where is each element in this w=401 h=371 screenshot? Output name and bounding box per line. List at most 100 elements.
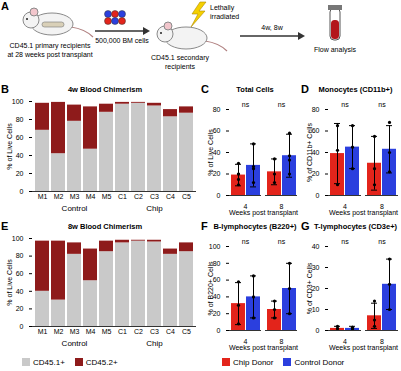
html-text:F: F	[201, 220, 208, 232]
svg-text:80: 80	[16, 252, 24, 259]
svg-text:CD45.1 primary recipients: CD45.1 primary recipients	[10, 42, 91, 50]
svg-text:M3: M3	[70, 193, 80, 200]
svg-text:40: 40	[16, 288, 24, 295]
svg-text:80: 80	[212, 259, 221, 267]
svg-text:C1: C1	[118, 193, 127, 200]
svg-text:M4: M4	[86, 328, 96, 335]
svg-text:M2: M2	[54, 328, 64, 335]
svg-text:30: 30	[311, 263, 320, 271]
html-text:4w Blood Chimerism: 4w Blood Chimerism	[67, 85, 143, 94]
svg-text:% of Live Cells: % of Live Cells	[6, 123, 13, 170]
svg-text:ns: ns	[378, 238, 386, 245]
svg-text:ns: ns	[341, 238, 349, 245]
svg-text:C1: C1	[118, 328, 127, 335]
svg-text:60: 60	[212, 127, 221, 135]
svg-text:C3: C3	[150, 328, 159, 335]
svg-text:irradiated: irradiated	[210, 13, 239, 20]
html-text:Total Cells: Total Cells	[236, 85, 274, 94]
svg-text:0: 0	[217, 192, 221, 199]
svg-text:ns: ns	[278, 101, 286, 108]
svg-text:Chip: Chip	[146, 339, 163, 348]
svg-text:C2: C2	[134, 193, 143, 200]
svg-text:500,000 BM cells: 500,000 BM cells	[95, 37, 149, 44]
svg-text:4w, 8w: 4w, 8w	[261, 24, 283, 31]
html-text:C: C	[201, 83, 209, 95]
html-text:Control Donor: Control Donor	[294, 358, 345, 367]
html-text:Monocytes (CD11b+): Monocytes (CD11b+)	[318, 85, 393, 94]
svg-text:ns: ns	[242, 238, 250, 245]
svg-text:M5: M5	[102, 193, 112, 200]
svg-text:recipients: recipients	[165, 63, 195, 71]
svg-text:Chip: Chip	[146, 204, 163, 213]
svg-text:0: 0	[316, 192, 320, 199]
svg-text:Weeks post transplant: Weeks post transplant	[229, 209, 298, 217]
svg-text:at 28 weeks post transplant: at 28 weeks post transplant	[7, 51, 92, 59]
svg-text:M4: M4	[86, 193, 96, 200]
svg-text:Weeks post transplant: Weeks post transplant	[229, 344, 298, 352]
svg-text:A: A	[1, 0, 9, 12]
svg-text:C2: C2	[134, 328, 143, 335]
svg-text:C5: C5	[182, 193, 191, 200]
svg-text:C4: C4	[166, 328, 175, 335]
svg-text:60: 60	[16, 134, 24, 141]
svg-text:% of B220+ Cells: % of B220+ Cells	[207, 261, 214, 315]
svg-text:M1: M1	[38, 193, 48, 200]
svg-text:M2: M2	[54, 193, 64, 200]
svg-text:0: 0	[20, 323, 24, 330]
svg-text:20: 20	[212, 309, 221, 317]
svg-text:40: 40	[311, 148, 320, 156]
svg-text:CD45.1 secondary: CD45.1 secondary	[151, 54, 209, 62]
svg-text:10: 10	[311, 305, 320, 313]
svg-text:Control: Control	[62, 339, 88, 348]
svg-text:% of Live Cells: % of Live Cells	[207, 129, 214, 176]
svg-text:60: 60	[16, 270, 24, 277]
svg-text:0: 0	[217, 327, 221, 334]
svg-text:Control: Control	[62, 204, 88, 213]
svg-text:20: 20	[212, 170, 221, 178]
html-text:8w Blood Chimerism: 8w Blood Chimerism	[67, 222, 143, 231]
svg-text:ns: ns	[378, 101, 386, 108]
svg-text:M5: M5	[102, 328, 112, 335]
svg-text:40: 40	[212, 293, 221, 301]
svg-text:Weeks post transplant: Weeks post transplant	[329, 209, 398, 217]
html-text:B-lymphocytes (B220+): B-lymphocytes (B220+)	[213, 222, 297, 231]
svg-text:60: 60	[311, 127, 320, 135]
svg-text:M3: M3	[70, 328, 80, 335]
html-text:G T-lymphocytes (CD3e+): G T-lymphocytes (CD3e+)	[301, 220, 398, 232]
svg-text:20: 20	[16, 170, 24, 177]
svg-text:20: 20	[311, 170, 320, 178]
svg-text:Flow analysis: Flow analysis	[314, 46, 357, 54]
svg-text:ns: ns	[242, 101, 250, 108]
html-text:CD45.1+: CD45.1+	[33, 358, 65, 367]
svg-text:80: 80	[312, 106, 320, 113]
html-text:D: D	[301, 83, 309, 95]
svg-text:C5: C5	[182, 328, 191, 335]
svg-text:Weeks post transplant: Weeks post transplant	[329, 344, 398, 352]
svg-text:ns: ns	[341, 101, 349, 108]
html-text:B: B	[1, 83, 9, 95]
svg-text:40: 40	[16, 152, 24, 159]
svg-text:M1: M1	[38, 328, 48, 335]
svg-text:100: 100	[12, 235, 24, 242]
svg-text:C4: C4	[166, 193, 175, 200]
svg-text:80: 80	[213, 106, 221, 113]
svg-text:40: 40	[212, 148, 221, 156]
svg-text:0: 0	[316, 327, 320, 334]
svg-text:100: 100	[12, 98, 24, 105]
svg-text:80: 80	[16, 116, 24, 123]
svg-text:60: 60	[212, 276, 221, 284]
svg-text:0: 0	[20, 188, 24, 195]
html-text:Chip Donor: Chip Donor	[233, 358, 274, 367]
svg-text:% of CD3+ Cells: % of CD3+ Cells	[306, 262, 313, 314]
svg-text:C3: C3	[150, 193, 159, 200]
svg-text:ns: ns	[278, 238, 286, 245]
svg-text:100: 100	[209, 243, 221, 250]
svg-text:40: 40	[312, 243, 320, 250]
svg-text:Lethally: Lethally	[210, 4, 235, 12]
html-text:CD45.2+: CD45.2+	[85, 358, 118, 367]
html-text:E: E	[1, 220, 9, 232]
svg-text:20: 20	[311, 284, 320, 292]
svg-text:20: 20	[16, 305, 24, 312]
svg-text:% of CD11b+ Cells: % of CD11b+ Cells	[306, 123, 313, 182]
svg-text:% of Live Cells: % of Live Cells	[6, 259, 13, 306]
